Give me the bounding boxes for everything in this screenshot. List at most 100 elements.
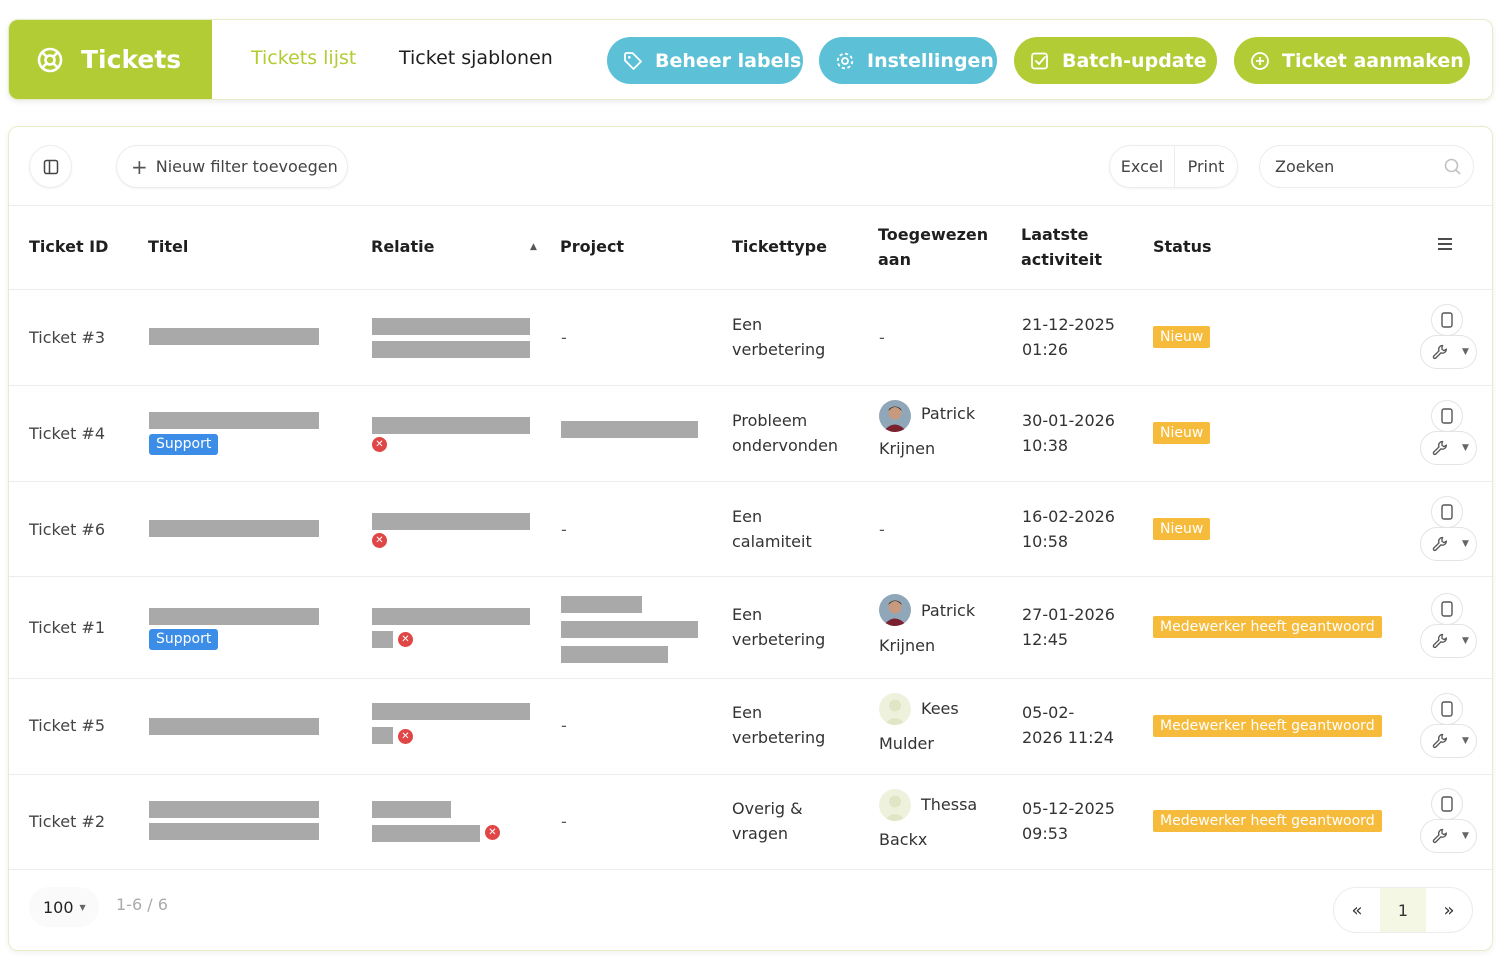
page-size-value: 100 [43, 897, 74, 917]
table-row[interactable]: Ticket #1 Support ✕ Een verbetering Patr… [9, 576, 1492, 678]
redacted-relation [372, 417, 530, 434]
redacted-project [561, 421, 698, 438]
redacted-relation [372, 608, 530, 625]
table-row[interactable]: Ticket #5 ✕ - Een verbetering Kees Mulde… [9, 678, 1492, 774]
batch-update-label: Batch-update [1062, 49, 1207, 72]
column-toggle-button[interactable] [29, 145, 72, 188]
manage-labels-label: Beheer labels [655, 49, 802, 72]
view-button[interactable] [1431, 788, 1463, 820]
gear-icon [836, 52, 854, 69]
tab-tickets-list[interactable]: Tickets lijst [251, 47, 357, 69]
ticket-type-line1: Een [732, 315, 763, 334]
actions-dropdown[interactable]: ▼ [1420, 819, 1477, 853]
ticket-type-line2: calamiteit [732, 532, 812, 551]
ticket-id[interactable]: Ticket #6 [29, 520, 106, 539]
ticket-type-line2: vragen [732, 824, 788, 843]
wrench-icon [1432, 344, 1447, 360]
wrench-icon [1432, 633, 1447, 649]
ticket-type-line1: Overig & [732, 799, 803, 818]
table-row[interactable]: Ticket #2 ✕ - Overig & vragen Thessa Bac… [9, 774, 1492, 869]
avatar [879, 693, 911, 725]
actions-dropdown[interactable]: ▼ [1420, 624, 1477, 658]
last-activity: 05-02- 2026 11:24 [1022, 700, 1114, 750]
settings-button[interactable]: Instellingen [819, 37, 997, 84]
ticket-type: Overig & vragen [732, 796, 803, 846]
next-page-button[interactable]: » [1443, 899, 1455, 921]
col-title[interactable]: Titel [148, 237, 189, 256]
wrench-icon [1432, 828, 1447, 844]
view-button[interactable] [1431, 593, 1463, 625]
export-group: Excel Print [1109, 145, 1238, 188]
col-assigned[interactable]: Toegewezen aan [878, 222, 988, 272]
col-ticket-type[interactable]: Tickettype [732, 237, 827, 256]
actions-dropdown[interactable]: ▼ [1420, 527, 1477, 561]
create-ticket-button[interactable]: Ticket aanmaken [1234, 37, 1470, 84]
ticket-type-line1: Een [732, 507, 763, 526]
actions-dropdown[interactable]: ▼ [1420, 724, 1477, 758]
redacted-project [561, 596, 642, 613]
prev-page-button[interactable]: « [1351, 899, 1363, 921]
col-status[interactable]: Status [1153, 237, 1212, 256]
view-button[interactable] [1431, 496, 1463, 528]
status-badge: Medewerker heeft geantwoord [1153, 616, 1382, 638]
page-size-select[interactable]: 100 ▼ [29, 887, 99, 927]
manage-labels-button[interactable]: Beheer labels [607, 37, 803, 84]
print-button[interactable]: Print [1187, 157, 1225, 176]
hamburger-menu-icon[interactable] [1437, 237, 1453, 251]
project-empty: - [561, 520, 567, 539]
activity-date: 30-01-2026 [1022, 411, 1115, 430]
last-activity: 05-12-2025 09:53 [1022, 796, 1115, 846]
project-empty: - [561, 328, 567, 347]
ticket-id[interactable]: Ticket #5 [29, 716, 106, 735]
table-row[interactable]: Ticket #4 Support ✕ Probleem ondervonden… [9, 385, 1492, 481]
add-filter-button[interactable]: + Nieuw filter toevoegen [116, 145, 348, 188]
col-relation[interactable]: Relatie [371, 237, 435, 256]
redacted-project [561, 621, 698, 638]
footer-divider [9, 869, 1492, 870]
pagination: « 1 » [1333, 887, 1473, 933]
chevron-down-icon: ▼ [1462, 539, 1469, 549]
view-button[interactable] [1431, 400, 1463, 432]
col-project[interactable]: Project [560, 237, 625, 256]
view-button[interactable] [1431, 304, 1463, 336]
ticket-type: Een calamiteit [732, 504, 812, 554]
error-icon: ✕ [372, 437, 387, 452]
ticket-type: Probleem ondervonden [732, 408, 838, 458]
wrench-icon [1432, 440, 1447, 456]
wrench-icon [1432, 733, 1447, 749]
view-button[interactable] [1431, 693, 1463, 725]
assignee-first-name: Patrick [921, 404, 976, 423]
actions-dropdown[interactable]: ▼ [1420, 335, 1477, 369]
table-row[interactable]: Ticket #6 ✕ - Een calamiteit - 16-02-202… [9, 481, 1492, 576]
redacted-relation [372, 318, 530, 335]
tablet-icon [1441, 504, 1453, 520]
col-last-activity[interactable]: Laatste activiteit [1021, 222, 1102, 272]
chevron-down-icon: ▼ [1462, 443, 1469, 453]
search-icon [1444, 158, 1461, 175]
chevron-down-icon: ▼ [1462, 736, 1469, 746]
brand[interactable]: Tickets [9, 20, 212, 99]
actions-dropdown[interactable]: ▼ [1420, 431, 1477, 465]
activity-date: 21-12-2025 [1022, 315, 1115, 334]
current-page-button[interactable]: 1 [1380, 888, 1426, 932]
col-activity-line1: Laatste [1021, 225, 1089, 244]
tab-ticket-templates[interactable]: Ticket sjablonen [399, 47, 553, 69]
ticket-id[interactable]: Ticket #1 [29, 618, 106, 637]
ticket-id[interactable]: Ticket #4 [29, 424, 106, 443]
status-badge: Nieuw [1153, 518, 1211, 540]
activity-date: 05-02- [1022, 703, 1075, 722]
ticket-type-line2: verbetering [732, 728, 826, 747]
batch-update-button[interactable]: Batch-update [1014, 37, 1217, 84]
redacted-title [149, 412, 319, 429]
table-row[interactable]: Ticket #3 - Een verbetering - 21-12-2025… [9, 289, 1492, 385]
assignee-last-name: Krijnen [879, 636, 936, 655]
search-input[interactable]: Zoeken [1259, 145, 1474, 188]
excel-button[interactable]: Excel [1110, 146, 1175, 187]
redacted-title [149, 718, 319, 735]
col-ticket-id[interactable]: Ticket ID [29, 237, 109, 256]
toolbar-divider [9, 205, 1492, 206]
col-activity-line2: activiteit [1021, 250, 1102, 269]
sort-asc-icon[interactable]: ▲ [530, 242, 537, 252]
ticket-id[interactable]: Ticket #3 [29, 328, 106, 347]
ticket-id[interactable]: Ticket #2 [29, 812, 106, 831]
